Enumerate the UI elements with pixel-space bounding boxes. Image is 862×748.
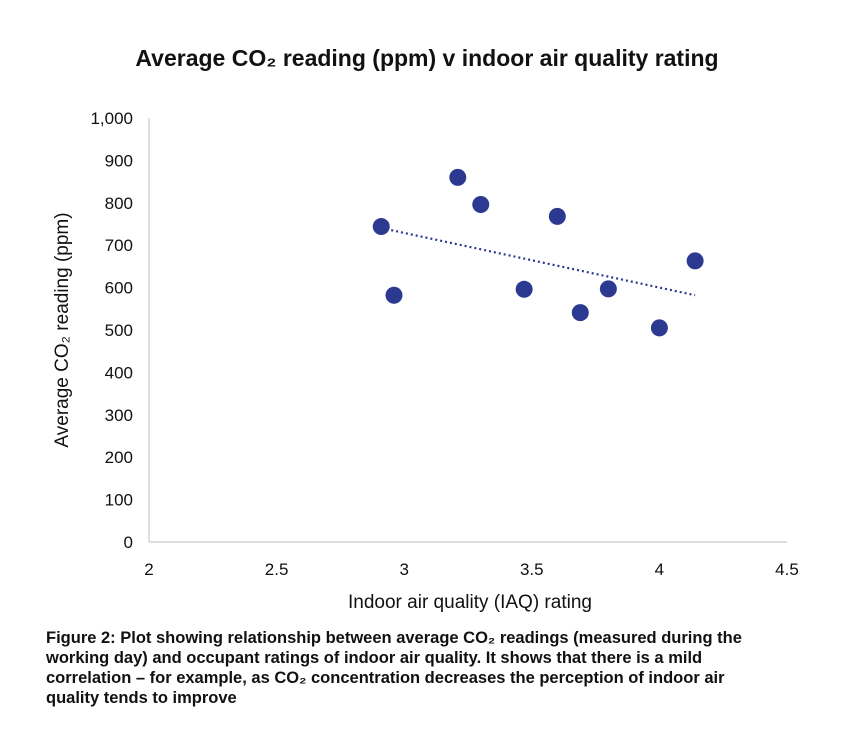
data-point (548, 207, 566, 225)
y-tick-label: 700 (105, 236, 133, 255)
data-point (686, 252, 704, 270)
x-tick-label: 2 (144, 560, 153, 579)
x-axis-label: Indoor air quality (IAQ) rating (348, 592, 592, 613)
chart-title: Average CO₂ reading (ppm) v indoor air q… (135, 45, 718, 71)
x-tick-labels: 2 2.5 3 3.5 4 4.5 (144, 560, 799, 579)
y-tick-label: 100 (105, 491, 133, 510)
y-tick-label: 400 (105, 363, 133, 382)
scatter-chart: Average CO₂ reading (ppm) v indoor air q… (52, 45, 799, 613)
data-points (372, 168, 704, 337)
x-tick-label: 3 (399, 560, 408, 579)
trendline-group (386, 228, 696, 297)
x-tick-label: 2.5 (265, 560, 289, 579)
x-tick-label: 4 (655, 560, 664, 579)
y-tick-label: 600 (105, 279, 133, 298)
trendline (386, 228, 696, 297)
data-point (472, 195, 490, 213)
x-tick-label: 4.5 (775, 560, 799, 579)
data-point (515, 280, 533, 298)
y-tick-label: 0 (124, 533, 133, 552)
y-tick-label: 1,000 (90, 109, 133, 128)
data-point (372, 218, 390, 236)
data-point (599, 280, 617, 298)
data-point (650, 319, 668, 337)
data-point (385, 286, 403, 304)
y-tick-label: 900 (105, 151, 133, 170)
data-point (571, 304, 589, 322)
y-axis-label: Average CO₂ reading (ppm) (52, 212, 73, 447)
y-tick-label: 500 (105, 321, 133, 340)
y-tick-label: 300 (105, 406, 133, 425)
x-tick-label: 3.5 (520, 560, 544, 579)
y-tick-label: 800 (105, 194, 133, 213)
figure-caption: Figure 2: Plot showing relationship betw… (46, 629, 742, 707)
y-tick-labels: 0 100 200 300 400 500 600 700 800 900 1,000 (90, 109, 133, 552)
y-tick-label: 200 (105, 448, 133, 467)
axes (148, 118, 787, 543)
data-point (449, 168, 467, 186)
